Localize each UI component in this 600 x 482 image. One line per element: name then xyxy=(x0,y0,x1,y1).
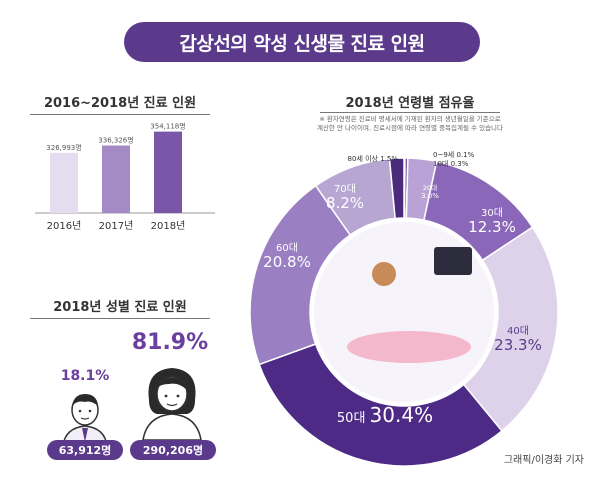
page-title-banner: 갑상선의 악성 신생물 진료 인원 xyxy=(124,22,480,62)
age-slice-category: 40대 xyxy=(507,325,529,337)
age-donut-slice xyxy=(388,157,405,220)
monitor-icon xyxy=(434,247,472,275)
graphic-credit: 그래픽/이경화 기자 xyxy=(503,455,584,466)
gender-chart-title: 2018년 성별 진료 인원 xyxy=(53,300,187,315)
male-percent-label: 18.1% xyxy=(60,368,110,384)
yearly-category-label: 2016년 xyxy=(47,220,82,232)
yearly-bar-chart: 326,993명 2016년 336,326명 2017년 354,118명 2018년 xyxy=(35,122,215,232)
age-chart-note: ※ 환자연령은 진료비 명세서에 기재된 환자의 생년월일을 기준으로 계산한 … xyxy=(290,115,530,133)
age-slice-category: 20대 xyxy=(423,184,437,192)
yearly-value-label: 336,326명 xyxy=(98,136,133,145)
age-slice-value: 8.2% xyxy=(326,194,364,212)
age-chart-title: 2018년 연령별 점유율 xyxy=(345,96,475,111)
female-count-badge: 290,206명 xyxy=(130,440,216,460)
male-count-badge: 63,912명 xyxy=(47,440,123,460)
doctor-icon xyxy=(372,262,396,286)
female-patient-icon xyxy=(142,368,202,441)
age-slice-label: 10대 0.3% xyxy=(433,160,469,168)
yearly-bar xyxy=(102,145,130,213)
age-slice-category: 70대 xyxy=(334,183,356,195)
yearly-title-divider xyxy=(30,114,210,115)
age-slice-category: 30대 xyxy=(481,207,503,219)
yearly-category-label: 2018년 xyxy=(151,220,186,232)
age-slice-value: 23.3% xyxy=(494,336,542,354)
page-title: 갑상선의 악성 신생물 진료 인원 xyxy=(179,32,425,55)
age-slice-label: 80세 이상 1.5% xyxy=(348,154,399,163)
female-percent-label: 81.9% xyxy=(131,330,209,355)
age-donut-slice xyxy=(258,343,503,467)
patient-bed-icon xyxy=(347,331,471,363)
yearly-bar xyxy=(50,152,78,213)
gender-title-divider xyxy=(30,318,210,319)
age-title-divider xyxy=(320,112,500,113)
age-slice-value: 12.3% xyxy=(468,218,516,236)
yearly-bar xyxy=(154,131,182,213)
age-chart-note-line2: 계산한 만 나이이며, 진료시점에 따라 연령별 중복집계될 수 있습니다 xyxy=(316,124,504,132)
yearly-chart-title: 2016~2018년 진료 인원 xyxy=(43,96,197,111)
age-slice-category: 60대 xyxy=(276,242,298,254)
age-slice-value: 3.0% xyxy=(421,192,439,200)
yearly-value-label: 354,118명 xyxy=(150,122,185,131)
yearly-category-label: 2017년 xyxy=(99,220,134,232)
age-slice-value: 20.8% xyxy=(263,253,311,271)
age-slice-label: 0~9세 0.1% xyxy=(433,150,475,159)
age-chart-note-line1: ※ 환자연령은 진료비 명세서에 기재된 환자의 생년월일을 기준으로 xyxy=(319,115,501,123)
age-slice-label: 50대 30.4% xyxy=(337,403,433,427)
yearly-value-label: 326,993명 xyxy=(46,143,81,152)
